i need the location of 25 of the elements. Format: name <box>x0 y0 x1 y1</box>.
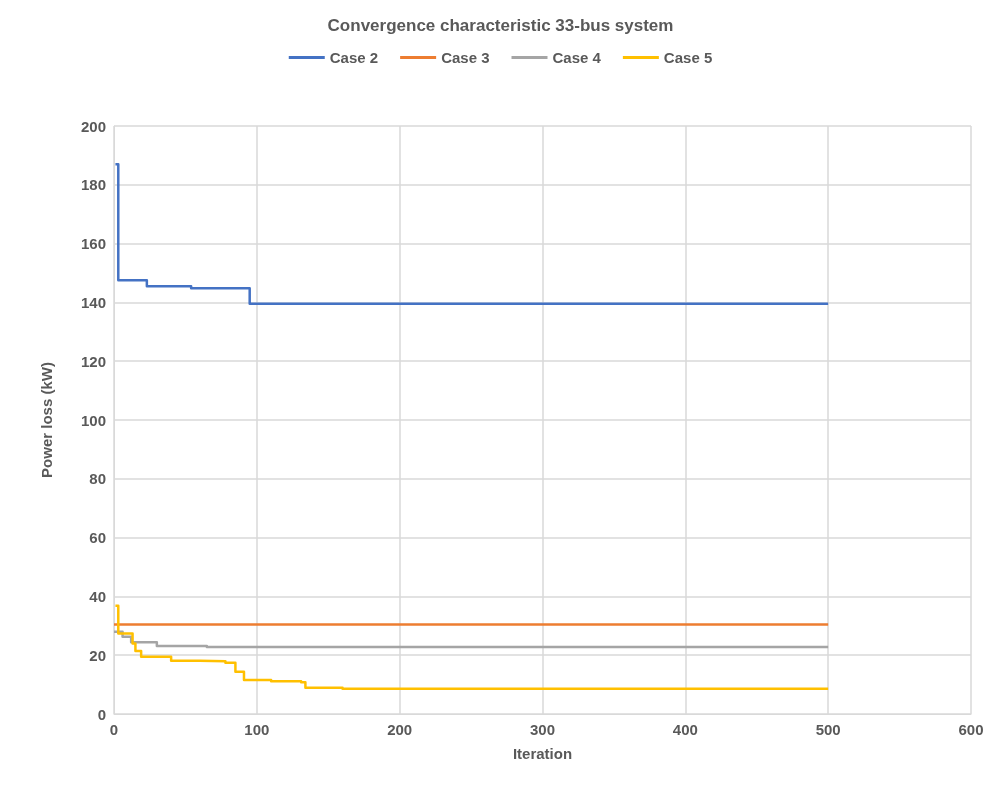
y-tick-label: 40 <box>89 587 106 605</box>
y-tick-label: 80 <box>89 470 106 488</box>
x-tick-label: 400 <box>672 721 698 738</box>
legend-label: Case 5 <box>663 49 713 66</box>
x-tick-label: 600 <box>958 721 984 738</box>
x-tick-label: 500 <box>815 721 841 738</box>
chart-title: Convergence characteristic 33-bus system <box>327 16 674 35</box>
y-tick-label: 20 <box>89 646 106 664</box>
y-tick-label: 120 <box>80 352 106 370</box>
x-axis-title: Iteration <box>512 745 573 762</box>
x-tick-label: 200 <box>387 721 413 738</box>
x-tick-label: 100 <box>244 721 270 738</box>
y-tick-label: 200 <box>80 117 106 135</box>
y-tick-label: 60 <box>89 529 106 547</box>
y-tick-label: 0 <box>97 705 106 723</box>
x-tick-label: 0 <box>109 721 119 738</box>
legend-label: Case 3 <box>441 49 490 66</box>
y-axis-title: Power loss (kW) <box>38 362 55 478</box>
y-tick-label: 160 <box>80 235 106 253</box>
y-tick-label: 180 <box>80 176 106 194</box>
x-tick-label: 300 <box>529 721 556 738</box>
legend-label: Case 4 <box>552 49 602 66</box>
y-tick-label: 140 <box>80 293 106 311</box>
legend-label: Case 2 <box>329 49 379 66</box>
y-tick-label: 100 <box>80 411 106 429</box>
